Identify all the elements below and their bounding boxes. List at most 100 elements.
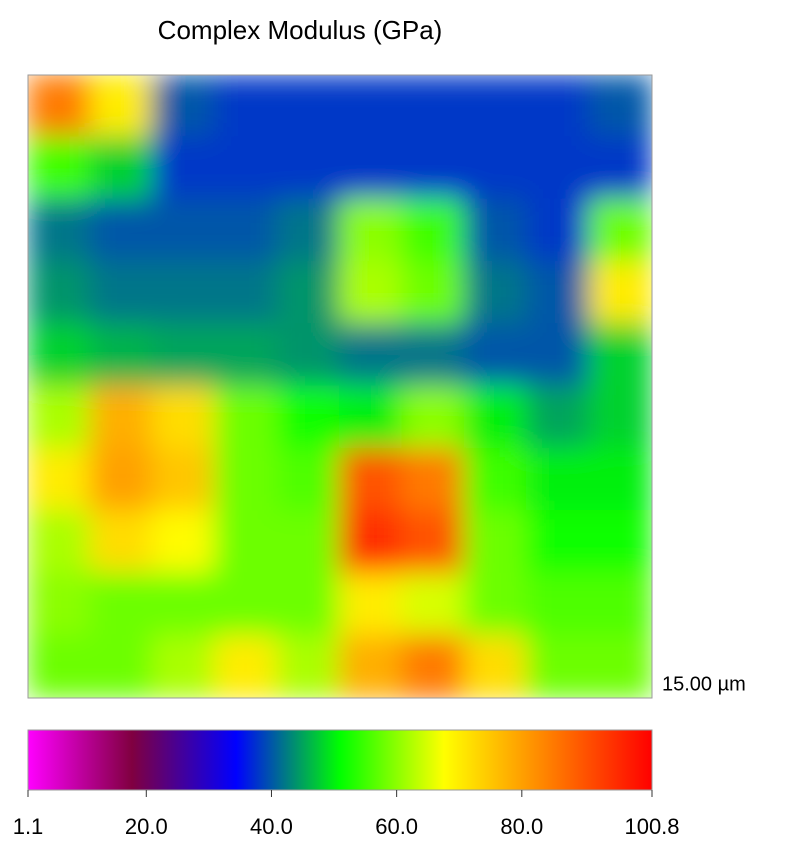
heatmap-cell: [28, 385, 92, 450]
heatmap-cell: [28, 323, 92, 388]
heatmap-cell: [588, 198, 652, 263]
heatmap-cell: [214, 136, 279, 201]
heatmap-cell: [214, 198, 279, 263]
heatmap-cell: [89, 385, 154, 450]
heatmap-cell: [28, 447, 92, 513]
chart-title: Complex Modulus (GPa): [158, 15, 443, 45]
heatmap-cell: [339, 572, 404, 637]
heatmap-cell: [276, 260, 341, 326]
heatmap-cell: [89, 447, 154, 513]
heatmap-cell: [276, 447, 341, 513]
heatmap-cell: [28, 572, 92, 637]
heatmap-cell: [526, 385, 591, 450]
heatmap-cell: [463, 572, 529, 637]
heatmap-cell: [526, 260, 591, 326]
heatmap-cell: [401, 634, 466, 698]
heatmap-cell: [28, 198, 92, 263]
heatmap-cell: [28, 136, 92, 201]
heatmap-cell: [276, 136, 341, 201]
heatmap-cell: [339, 510, 404, 575]
heatmap-cell: [339, 260, 404, 326]
heatmap-cell: [463, 323, 529, 388]
heatmap-cell: [214, 447, 279, 513]
heatmap-cell: [276, 510, 341, 575]
heatmap-cell: [588, 385, 652, 450]
heatmap-cell: [89, 260, 154, 326]
heatmap-cell: [28, 634, 92, 698]
heatmap-cell: [276, 634, 341, 698]
heatmap-cell: [89, 572, 154, 637]
colorbar: [27, 729, 653, 791]
heatmap-cell: [588, 75, 652, 139]
heatmap-cell: [526, 136, 591, 201]
heatmap-cell: [89, 323, 154, 388]
heatmap-cell: [339, 198, 404, 263]
scale-label: 15.00 µm: [662, 673, 746, 695]
heatmap-cell: [151, 75, 217, 139]
heatmap-cell: [588, 572, 652, 637]
heatmap-cell: [28, 260, 92, 326]
heatmap-cell: [526, 198, 591, 263]
heatmap-cell: [276, 75, 341, 139]
heatmap-cell: [401, 260, 466, 326]
plot-frame: [27, 74, 653, 699]
heatmap-cell: [214, 260, 279, 326]
heatmap-cell: [214, 323, 279, 388]
colorbar-tick-label: 40.0: [250, 814, 293, 839]
heatmap-cell: [339, 447, 404, 513]
heatmap-cell: [214, 510, 279, 575]
heatmap-cell: [526, 323, 591, 388]
heatmap-cell: [463, 385, 529, 450]
heatmap-cell: [89, 634, 154, 698]
heatmap-cell: [401, 447, 466, 513]
heatmap-cell: [151, 385, 217, 450]
heatmap-cell: [276, 323, 341, 388]
heatmap-cell: [214, 75, 279, 139]
heatmap-cell: [339, 634, 404, 698]
heatmap-cell: [401, 323, 466, 388]
heatmap-cell: [276, 385, 341, 450]
heatmap-cell: [214, 634, 279, 698]
heatmap-cell: [339, 385, 404, 450]
colorbar-tick-label: 80.0: [500, 814, 543, 839]
heatmap-cell: [339, 136, 404, 201]
colorbar-tick-label: 1.1: [13, 814, 44, 839]
heatmap-cell: [526, 634, 591, 698]
heatmap-cell: [401, 198, 466, 263]
heatmap-cell: [526, 572, 591, 637]
heatmap-cell: [28, 510, 92, 575]
heatmap-cell: [588, 510, 652, 575]
heatmap-cell: [89, 510, 154, 575]
heatmap-cell: [28, 75, 92, 139]
colorbar-tick-label: 100.8: [624, 814, 679, 839]
heatmap-cell: [214, 572, 279, 637]
heatmap-cell: [151, 136, 217, 201]
heatmap-cell: [401, 136, 466, 201]
heatmap-cell: [526, 75, 591, 139]
heatmap-cell: [463, 634, 529, 698]
heatmap-cell: [401, 385, 466, 450]
heatmap-cell: [526, 510, 591, 575]
heatmap-cell: [401, 510, 466, 575]
heatmap-cell: [588, 447, 652, 513]
heatmap-cell: [463, 510, 529, 575]
heatmap-cell: [151, 572, 217, 637]
heatmap-cell: [214, 385, 279, 450]
heatmap-cell: [89, 198, 154, 263]
heatmap-cell: [401, 75, 466, 139]
heatmap-cell: [588, 323, 652, 388]
heatmap-cell: [463, 198, 529, 263]
heatmap-cell: [151, 198, 217, 263]
colorbar-tick-label: 20.0: [125, 814, 168, 839]
heatmap-cell: [89, 136, 154, 201]
heatmap-cell: [401, 572, 466, 637]
heatmap-cell: [463, 447, 529, 513]
heatmap-cell: [526, 447, 591, 513]
heatmap-cell: [89, 75, 154, 139]
heatmap-cell: [151, 260, 217, 326]
heatmap-cell: [463, 136, 529, 201]
heatmap-cell: [151, 634, 217, 698]
heatmap-cell: [339, 323, 404, 388]
